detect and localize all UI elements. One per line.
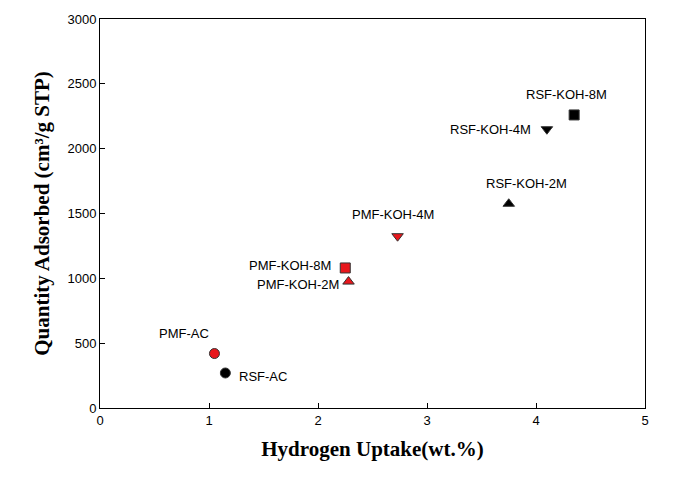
svg-text:2: 2 (314, 413, 321, 428)
svg-text:Hydrogen Uptake(wt.%): Hydrogen Uptake(wt.%) (261, 437, 483, 461)
svg-text:0: 0 (96, 413, 103, 428)
svg-text:1500: 1500 (67, 206, 96, 221)
svg-text:RSF-KOH-2M: RSF-KOH-2M (486, 176, 567, 191)
svg-text:4: 4 (532, 413, 539, 428)
svg-text:RSF-KOH-4M: RSF-KOH-4M (450, 122, 531, 137)
svg-text:1: 1 (205, 413, 212, 428)
svg-text:2500: 2500 (67, 76, 96, 91)
svg-text:5: 5 (641, 413, 648, 428)
svg-text:1000: 1000 (67, 271, 96, 286)
svg-text:2000: 2000 (67, 141, 96, 156)
svg-text:PMF-KOH-8M: PMF-KOH-8M (249, 258, 331, 273)
svg-text:0: 0 (89, 401, 96, 416)
svg-text:PMF-KOH-4M: PMF-KOH-4M (352, 207, 434, 222)
svg-text:3: 3 (423, 413, 430, 428)
svg-text:3000: 3000 (67, 12, 96, 27)
svg-text:PMF-KOH-2M: PMF-KOH-2M (257, 277, 339, 292)
svg-text:500: 500 (75, 336, 97, 351)
svg-text:RSF-AC: RSF-AC (239, 369, 287, 384)
svg-text:PMF-AC: PMF-AC (159, 326, 209, 341)
svg-text:RSF-KOH-8M: RSF-KOH-8M (526, 87, 607, 102)
svg-text:Quantity Adsorbed (cm³/g STP): Quantity Adsorbed (cm³/g STP) (30, 71, 54, 356)
